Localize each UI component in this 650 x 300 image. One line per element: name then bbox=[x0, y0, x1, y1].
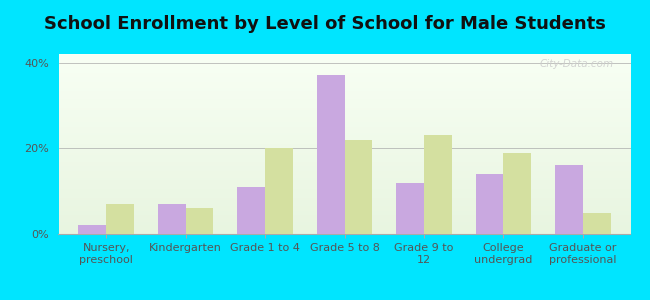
Text: School Enrollment by Level of School for Male Students: School Enrollment by Level of School for… bbox=[44, 15, 606, 33]
Bar bbox=[317, 75, 345, 234]
Bar bbox=[158, 204, 186, 234]
Bar bbox=[555, 165, 583, 234]
Bar bbox=[106, 204, 134, 234]
Bar bbox=[424, 135, 452, 234]
Text: City-Data.com: City-Data.com bbox=[540, 59, 614, 69]
Bar bbox=[237, 187, 265, 234]
Bar bbox=[344, 140, 372, 234]
Bar bbox=[265, 148, 293, 234]
Bar bbox=[583, 213, 610, 234]
Bar bbox=[476, 174, 503, 234]
Bar bbox=[396, 183, 424, 234]
Bar bbox=[79, 225, 106, 234]
Bar bbox=[503, 153, 531, 234]
Bar bbox=[186, 208, 213, 234]
